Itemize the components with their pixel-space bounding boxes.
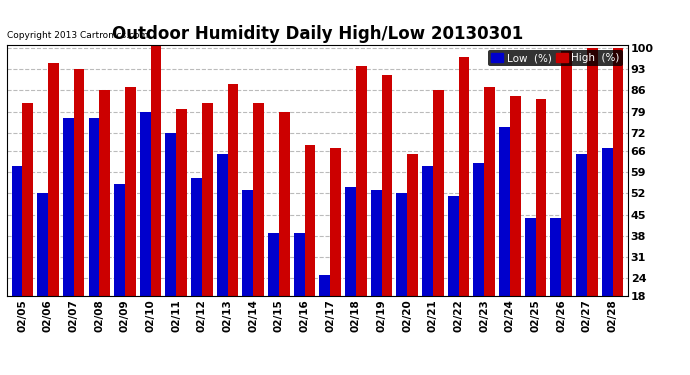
Bar — [150, 45, 161, 296]
Bar — [510, 96, 521, 296]
Bar — [268, 232, 279, 296]
Bar — [63, 118, 74, 296]
Bar — [613, 48, 623, 296]
Bar — [535, 99, 546, 296]
Title: Outdoor Humidity Daily High/Low 20130301: Outdoor Humidity Daily High/Low 20130301 — [112, 26, 523, 44]
Bar — [459, 57, 469, 296]
Bar — [499, 127, 510, 296]
Bar — [217, 154, 228, 296]
Bar — [576, 154, 586, 296]
Bar — [448, 196, 459, 296]
Bar — [433, 90, 444, 296]
Bar — [125, 87, 136, 296]
Bar — [345, 187, 356, 296]
Bar — [356, 66, 366, 296]
Bar — [253, 102, 264, 296]
Bar — [176, 109, 187, 296]
Bar — [319, 275, 331, 296]
Bar — [484, 87, 495, 296]
Bar — [371, 190, 382, 296]
Bar — [202, 102, 213, 296]
Bar — [397, 194, 407, 296]
Bar — [473, 163, 484, 296]
Bar — [99, 90, 110, 296]
Bar — [382, 75, 393, 296]
Bar — [48, 63, 59, 296]
Bar — [304, 145, 315, 296]
Bar — [191, 178, 202, 296]
Bar — [140, 112, 150, 296]
Bar — [166, 133, 176, 296]
Bar — [74, 69, 84, 296]
Bar — [22, 102, 33, 296]
Bar — [331, 148, 341, 296]
Text: Copyright 2013 Cartronics.com: Copyright 2013 Cartronics.com — [7, 31, 148, 40]
Bar — [551, 217, 561, 296]
Bar — [407, 154, 418, 296]
Bar — [524, 217, 535, 296]
Bar — [114, 184, 125, 296]
Legend: Low  (%), High  (%): Low (%), High (%) — [488, 50, 622, 66]
Bar — [586, 48, 598, 296]
Bar — [37, 194, 48, 296]
Bar — [88, 118, 99, 296]
Bar — [422, 166, 433, 296]
Bar — [228, 84, 238, 296]
Bar — [242, 190, 253, 296]
Bar — [602, 148, 613, 296]
Bar — [279, 112, 290, 296]
Bar — [561, 51, 572, 296]
Bar — [294, 232, 304, 296]
Bar — [12, 166, 22, 296]
